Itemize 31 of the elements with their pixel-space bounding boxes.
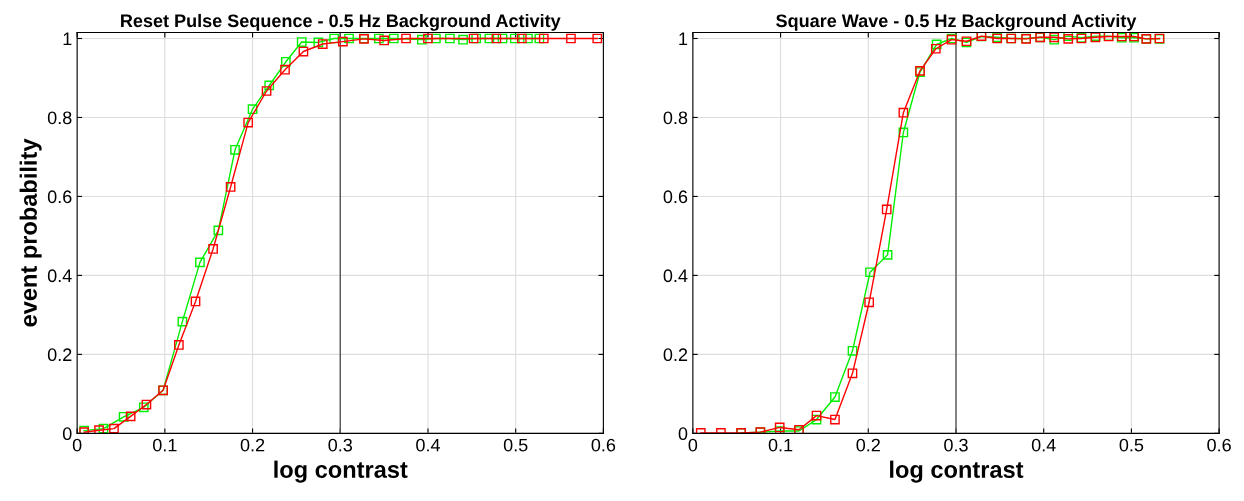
y-axis-title: event probability	[19, 138, 42, 327]
x-tick-label: 0.3	[944, 438, 968, 452]
x-tick-label: 0.1	[768, 438, 793, 452]
y-tick-label: 0.4	[47, 269, 72, 283]
y-tick-label: 0.6	[47, 190, 72, 204]
x-tick-label: 0.1	[153, 438, 177, 452]
y-tick-label: 0.8	[47, 111, 72, 125]
y-tick-label: 1	[679, 32, 688, 46]
x-tick-label: 0.2	[240, 438, 265, 452]
x-axis-title: log contrast	[890, 460, 1024, 483]
x-tick-label: 0.5	[1119, 438, 1144, 452]
x-tick-label: 0.6	[591, 438, 616, 452]
x-tick-label: 0.4	[416, 438, 440, 452]
x-tick-label: 0.3	[328, 438, 353, 452]
y-tick-label: 0	[678, 427, 688, 441]
x-tick-label: 0.5	[503, 438, 528, 452]
y-tick-label: 0	[62, 427, 72, 441]
x-tick-label: 0	[688, 438, 698, 452]
y-tick-label: 0.2	[47, 348, 72, 362]
chart-title: Square Wave - 0.5 Hz Background Activity	[776, 13, 1137, 31]
y-tick-label: 0.4	[663, 269, 688, 283]
x-axis-title: log contrast	[274, 460, 408, 483]
y-tick-label: 1	[63, 32, 72, 46]
x-tick-label: 0.4	[1031, 438, 1056, 452]
x-tick-label: 0.2	[856, 438, 880, 452]
y-tick-label: 0.2	[663, 348, 688, 362]
chart-title: Reset Pulse Sequence - 0.5 Hz Background Activity	[121, 13, 561, 31]
y-tick-label: 0.8	[663, 111, 688, 125]
x-tick-label: 0.6	[1207, 438, 1231, 452]
y-tick-label: 0.6	[663, 190, 688, 204]
x-tick-label: 0	[72, 438, 82, 452]
